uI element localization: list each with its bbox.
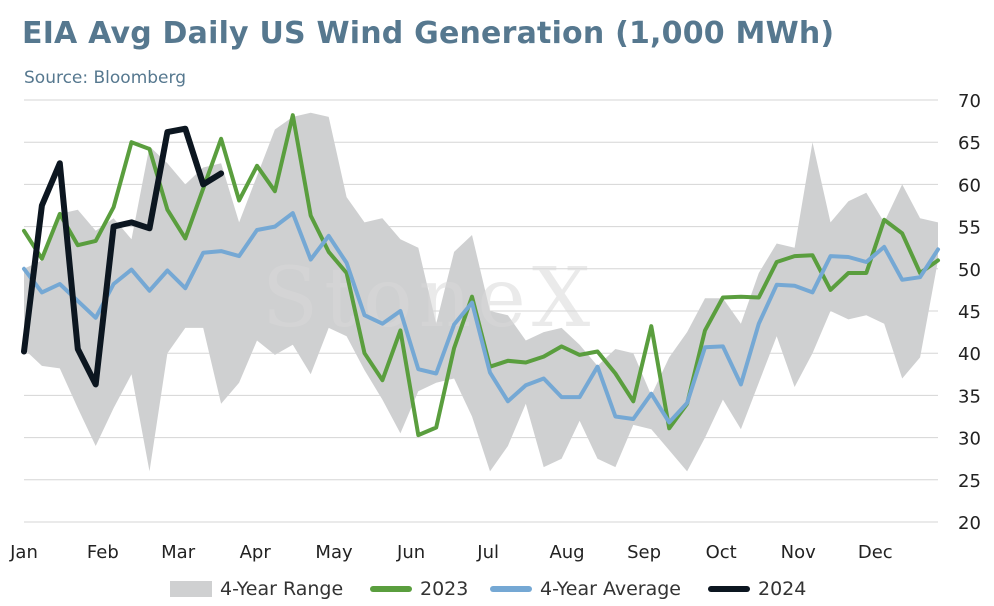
legend-label-range: 4-Year Range (220, 578, 344, 600)
y-tick-label: 55 (958, 218, 981, 239)
x-tick-label: Sep (627, 542, 661, 563)
x-tick-label: Jul (476, 542, 499, 563)
legend-item-2024[interactable]: 2024 (708, 574, 806, 604)
x-tick-label: Oct (706, 542, 737, 563)
x-tick-label: Nov (781, 542, 816, 563)
series-line-average (22, 211, 940, 425)
y-tick-label: 50 (958, 260, 981, 281)
series-lines (21, 113, 940, 438)
legend-item-average[interactable]: 4-Year Average (490, 574, 681, 604)
y-tick-label: 60 (958, 175, 981, 196)
y-tick-label: 30 (958, 429, 981, 450)
x-tick-label: Apr (240, 542, 272, 563)
x-tick-label: Jun (396, 542, 425, 563)
y-tick-label: 20 (958, 513, 981, 534)
legend-label-2023: 2023 (420, 578, 469, 600)
x-tick-label: Aug (549, 542, 584, 563)
legend-swatch-2024 (708, 586, 750, 592)
chart-source: Source: Bloomberg (24, 68, 186, 88)
range-band-group (24, 112, 938, 472)
legend: 4-Year Range 2023 4-Year Average 2024 (0, 574, 994, 604)
x-tick-label: Dec (858, 542, 893, 563)
chart-title: EIA Avg Daily US Wind Generation (1,000 … (22, 16, 835, 51)
x-axis-ticks: Jan Feb Mar Apr May Jun Jul Aug Sep Oct Nov Dec (9, 542, 893, 563)
legend-swatch-average (490, 586, 532, 592)
watermark: StoneX (262, 251, 596, 346)
series-line-2024 (21, 125, 225, 388)
x-tick-label: Mar (161, 542, 196, 563)
legend-label-2024: 2024 (758, 578, 807, 600)
y-tick-label: 45 (958, 302, 981, 323)
chart-canvas: StoneX 20 25 30 35 40 45 50 55 60 65 70 Jan Feb Mar A… (9, 91, 981, 563)
y-tick-label: 65 (958, 133, 981, 154)
x-tick-label: Jan (9, 542, 38, 563)
range-band (24, 112, 938, 472)
legend-label-average: 4-Year Average (540, 578, 681, 600)
y-tick-label: 25 (958, 471, 981, 492)
y-tick-label: 70 (958, 91, 981, 112)
y-axis-ticks: 20 25 30 35 40 45 50 55 60 65 70 (958, 91, 981, 534)
legend-swatch-range (170, 581, 212, 597)
x-tick-label: May (315, 542, 353, 563)
legend-item-2023[interactable]: 2023 (370, 574, 468, 604)
y-tick-label: 35 (958, 386, 981, 407)
legend-item-range[interactable]: 4-Year Range (170, 574, 343, 604)
legend-swatch-2023 (370, 586, 412, 592)
y-tick-label: 40 (958, 344, 981, 365)
x-tick-label: Feb (87, 542, 119, 563)
